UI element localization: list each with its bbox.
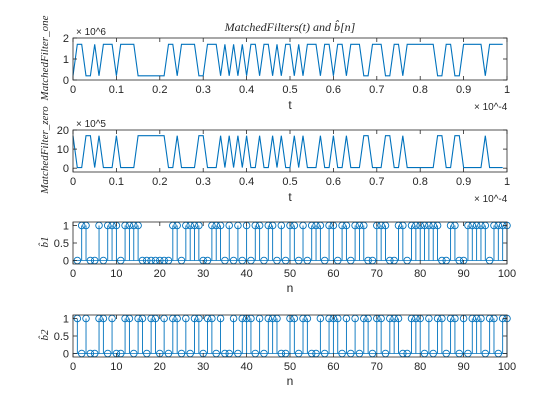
y-tick-label: 20: [57, 125, 69, 137]
x-tick-label: 30: [197, 268, 209, 280]
x-exponent-label: × 10^-4: [474, 194, 508, 205]
y-tick-label: 0.5: [54, 331, 69, 343]
y-tick-label: 0: [63, 75, 69, 87]
series-line-0: [72, 43, 503, 77]
x-tick-label: 0.5: [282, 84, 297, 96]
x-tick-label: 10: [110, 361, 122, 373]
x-tick-label: 0: [70, 268, 76, 280]
y-tick-label: 0: [63, 256, 69, 268]
x-tick-label: 100: [498, 268, 516, 280]
x-tick-label: 0.8: [413, 176, 428, 188]
x-tick-label: 60: [327, 361, 339, 373]
y-tick-label: 1: [63, 221, 69, 233]
y-tick-label: 10: [57, 144, 69, 156]
x-tick-label: 0.3: [196, 176, 211, 188]
y-tick-label: 1: [63, 314, 69, 326]
x-tick-label: 100: [498, 361, 516, 373]
x-tick-label: 70: [371, 268, 383, 280]
x-axis-label: n: [287, 374, 294, 388]
x-tick-label: 0.2: [152, 84, 167, 96]
x-tick-label: 0.9: [456, 176, 471, 188]
x-tick-label: 80: [414, 268, 426, 280]
x-tick-label: 80: [414, 361, 426, 373]
x-tick-label: 0.1: [109, 84, 124, 96]
x-tick-label: 0.4: [239, 84, 254, 96]
x-tick-label: 90: [457, 361, 469, 373]
x-axis-label: n: [287, 281, 294, 295]
x-tick-label: 0.7: [369, 84, 384, 96]
y-tick-label: 0: [63, 349, 69, 361]
x-tick-label: 0.7: [369, 176, 384, 188]
y-exponent-label: × 10^5: [76, 119, 106, 130]
x-tick-label: 0: [70, 84, 76, 96]
y-axis-label: MatchedFilter_one: [39, 15, 51, 101]
plot-area: 0 0.1 0.2 0.3 0.4 0.5 0.6 0.7 0.8 0.9 1 0 1 2: [63, 33, 510, 96]
x-tick-label: 0: [70, 176, 76, 188]
x-tick-label: 0.6: [326, 176, 341, 188]
x-tick-label: 20: [154, 268, 166, 280]
x-tick-label: 10: [110, 268, 122, 280]
x-tick-label: 40: [240, 361, 252, 373]
x-tick-label: 0.5: [282, 176, 297, 188]
y-tick-label: 2: [63, 33, 69, 45]
x-tick-label: 70: [371, 361, 383, 373]
plot-area: 0 10 20 30 40 50 60 70 80 90 100 0 0.5 1: [54, 221, 516, 281]
x-tick-label: 1: [504, 84, 510, 96]
y-axis-label: b̂1: [38, 237, 51, 248]
y-tick-label: 1: [63, 54, 69, 66]
x-tick-label: 0.8: [413, 84, 428, 96]
x-tick-label: 0.9: [456, 84, 471, 96]
chart-title: MatchedFilters(t) and b̂[n]: [224, 20, 356, 34]
subplot-matched-filter-zero: MatchedFilter_zero t × 10^5 × 10^-4 0 0.1…: [39, 106, 510, 205]
x-tick-label: 20: [154, 361, 166, 373]
x-tick-label: 50: [284, 361, 296, 373]
x-tick-label: 0.6: [326, 84, 341, 96]
x-tick-label: 30: [197, 361, 209, 373]
subplot-b-hat-two: b̂2 n 0 10 20 30 40 50 60 70 80 90 100 0 0.5 1: [38, 314, 516, 389]
x-tick-label: 0.1: [109, 176, 124, 188]
subplot-matched-filter-one: MatchedFilters(t) and b̂[n] MatchedFilte…: [39, 15, 510, 113]
series-line-0: [72, 135, 503, 169]
subplot-b-hat-one: b̂1 n 0 10 20 30 40 50 60 70 80 90 100 0 0.5 1: [38, 221, 516, 296]
y-axis-label: MatchedFilter_zero: [39, 106, 51, 195]
y-tick-label: 0.5: [54, 238, 69, 250]
y-exponent-label: × 10^6: [76, 27, 106, 38]
x-tick-label: 60: [327, 268, 339, 280]
x-tick-label: 0.3: [196, 84, 211, 96]
plot-area: 0 10 20 30 40 50 60 70 80 90 100 0 0.5 1: [54, 314, 516, 374]
x-tick-label: 0.4: [239, 176, 254, 188]
x-tick-label: 0: [70, 361, 76, 373]
x-exponent-label: × 10^-4: [474, 102, 508, 113]
x-tick-label: 50: [284, 268, 296, 280]
x-tick-label: 40: [240, 268, 252, 280]
y-axis-label: b̂2: [38, 329, 51, 341]
x-axis-label: t: [288, 190, 292, 204]
x-tick-label: 0.2: [152, 176, 167, 188]
y-tick-label: 0: [63, 163, 69, 175]
x-tick-label: 1: [504, 176, 510, 188]
x-axis-label: t: [288, 98, 292, 112]
x-tick-label: 90: [457, 268, 469, 280]
